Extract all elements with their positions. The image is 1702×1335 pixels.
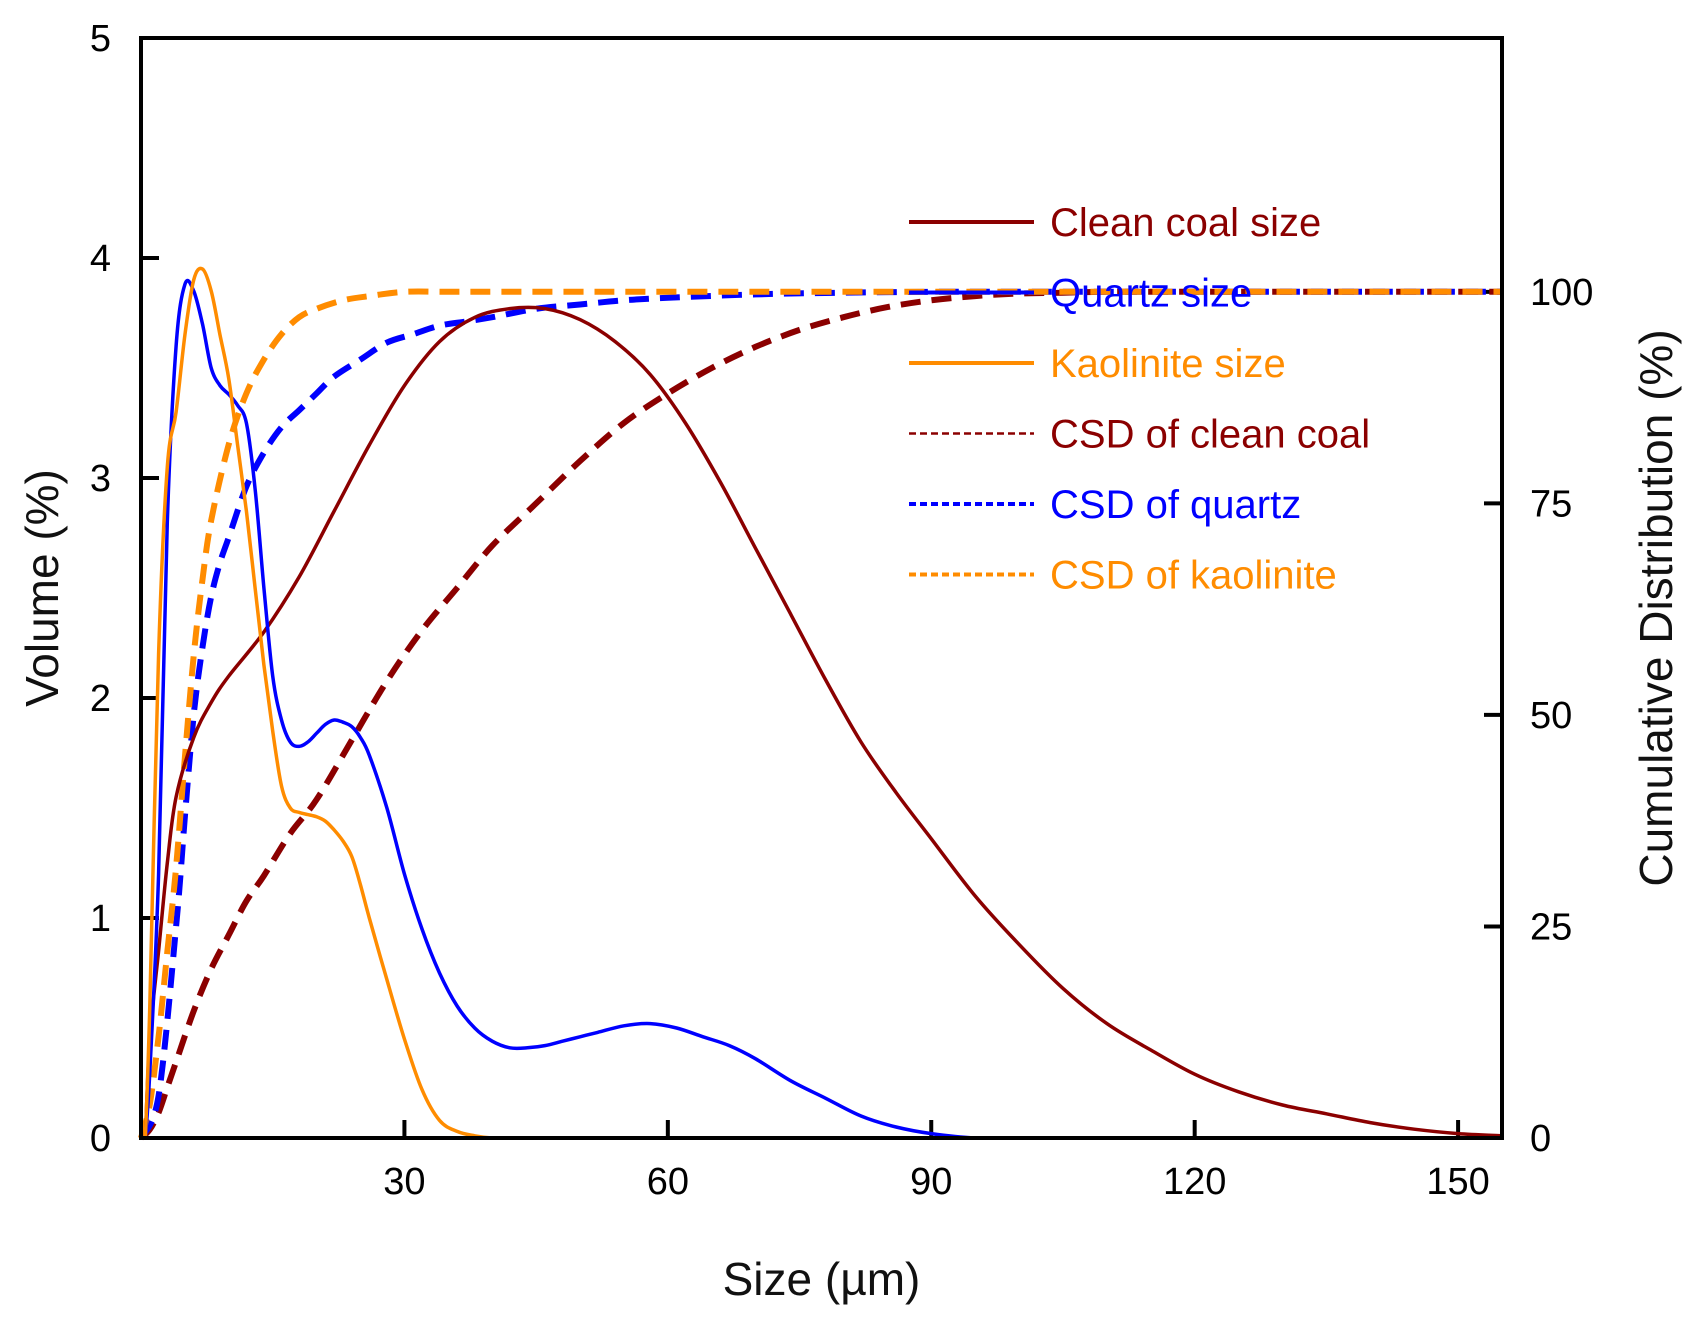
legend-label-quartz-size: Quartz size bbox=[1050, 272, 1252, 316]
y2-tick-label: 75 bbox=[1530, 483, 1572, 525]
x-tick-label: 120 bbox=[1163, 1161, 1226, 1203]
y2-axis-title: Cumulative Distribution (%) bbox=[1630, 329, 1682, 886]
y2-tick-label: 50 bbox=[1530, 695, 1572, 737]
y2-axis-ticks: 0 25 50 75 100 bbox=[1484, 272, 1593, 1160]
y-axis-title: Volume (%) bbox=[16, 469, 68, 707]
y-tick-label: 4 bbox=[90, 238, 111, 280]
legend-label-kaolinite-size: Kaolinite size bbox=[1050, 342, 1286, 386]
y-tick-label: 0 bbox=[90, 1118, 111, 1160]
x-axis-ticks: 30 60 90 120 150 bbox=[383, 1120, 1490, 1203]
series-line-csd-of-quartz bbox=[138, 288, 1502, 1140]
legend-label-csd-of-kaolinite: CSD of kaolinite bbox=[1050, 554, 1337, 598]
legend-label-csd-of-clean-coal: CSD of clean coal bbox=[1050, 413, 1370, 457]
series-line-quartz-size bbox=[143, 278, 1063, 1141]
y-tick-label: 5 bbox=[90, 18, 111, 60]
legend: Clean coal size Quartz size Kaolinite size… bbox=[909, 201, 1370, 598]
plot-frame bbox=[139, 36, 1504, 1140]
y2-tick-label: 25 bbox=[1530, 906, 1572, 948]
legend-label-clean-coal-size: Clean coal size bbox=[1050, 201, 1321, 245]
x-tick-label: 60 bbox=[647, 1161, 689, 1203]
series-line-clean-coal-size bbox=[143, 305, 1503, 1139]
y2-tick-label: 0 bbox=[1530, 1118, 1551, 1160]
y-tick-label: 3 bbox=[90, 458, 111, 500]
y2-tick-label: 100 bbox=[1530, 272, 1593, 314]
series-line-csd-of-kaolinite bbox=[138, 288, 1502, 1139]
series-line-kaolinite-size bbox=[143, 266, 528, 1140]
x-tick-label: 150 bbox=[1426, 1161, 1489, 1203]
x-tick-label: 90 bbox=[910, 1161, 952, 1203]
series-layer bbox=[138, 266, 1503, 1141]
x-axis-title: Size (µm) bbox=[723, 1253, 921, 1305]
y-tick-label: 2 bbox=[90, 678, 111, 720]
y-tick-label: 1 bbox=[90, 898, 111, 940]
legend-label-csd-of-quartz: CSD of quartz bbox=[1050, 483, 1301, 527]
x-tick-label: 30 bbox=[383, 1161, 425, 1203]
